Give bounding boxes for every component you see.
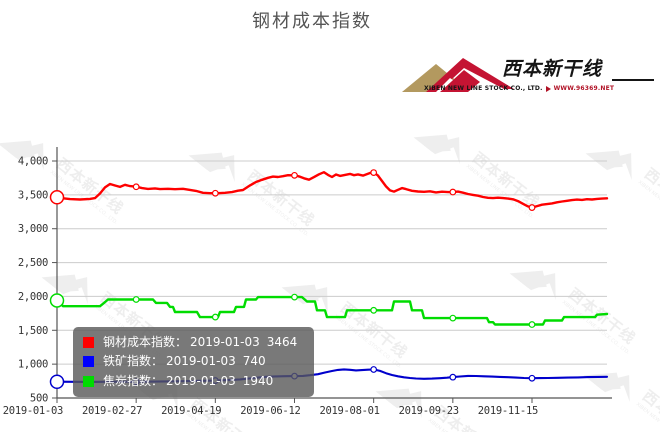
- x-axis-label: 2019-11-15: [478, 405, 538, 417]
- y-axis-label: 2,500: [18, 257, 48, 269]
- series-color-swatch: [83, 375, 94, 387]
- data-point-marker: [211, 313, 219, 321]
- data-point-marker: [370, 306, 378, 314]
- tooltip-value: 740: [242, 354, 266, 369]
- data-point-marker: [291, 171, 298, 179]
- logo-underline: [612, 79, 654, 81]
- series-color-swatch: [83, 356, 94, 368]
- series-line: [55, 170, 609, 209]
- highlighted-point-marker: [49, 190, 65, 205]
- x-axis-label: 2019-09-23: [399, 405, 459, 417]
- data-point-marker: [291, 293, 298, 301]
- logo-website: WWW.96369.NET: [553, 85, 615, 92]
- highlighted-point-marker: [49, 293, 65, 308]
- series-color-swatch: [83, 337, 94, 349]
- data-point-marker: [449, 188, 457, 196]
- tooltip-date: 2019-01-03: [166, 354, 236, 369]
- brand-logo: 西本新干线 XIBEN NEW LINE STOCK CO., LTD. WWW…: [400, 52, 658, 104]
- tooltip-date: 2019-01-03: [190, 335, 260, 350]
- tooltip-series-label: 焦炭指数：: [103, 373, 164, 388]
- logo-flag-icon: [545, 85, 551, 92]
- y-axis-label: 4,000: [18, 156, 48, 168]
- tooltip-series-label: 铁矿指数：: [103, 354, 164, 369]
- y-axis-label: 1,000: [18, 359, 48, 371]
- logo-name: 西本新干线: [502, 58, 603, 80]
- data-point-marker: [211, 189, 219, 197]
- x-axis-label: 2019-02-27: [82, 405, 142, 417]
- x-axis-label: 2019-01-03: [3, 405, 63, 417]
- tooltip-date: 2019-01-03: [166, 373, 236, 388]
- data-point-marker: [528, 204, 536, 211]
- x-axis-label: 2019-08-01: [319, 405, 379, 417]
- y-axis-label: 2,000: [18, 291, 48, 303]
- data-point-marker: [528, 374, 536, 382]
- x-axis-label: 2019-06-12: [240, 405, 300, 417]
- data-point-marker: [132, 183, 140, 191]
- data-point-marker: [528, 321, 536, 328]
- series-line: [55, 295, 609, 326]
- data-point-marker: [449, 373, 457, 381]
- tooltip: 钢材成本指数： 2019-01-03 3464 铁矿指数： 2019-01-03 740 焦…: [73, 327, 314, 397]
- y-axis-label: 3,000: [18, 223, 48, 235]
- page-title: 钢材成本指数: [252, 11, 372, 32]
- data-point-marker: [132, 296, 140, 303]
- x-axis-label: 2019-04-19: [161, 405, 221, 417]
- highlighted-point-marker: [49, 374, 65, 389]
- data-point-marker: [449, 314, 457, 322]
- tooltip-row: 铁矿指数： 2019-01-03 740: [83, 353, 304, 370]
- logo-mountains-icon: [402, 58, 514, 92]
- data-point-marker: [370, 366, 378, 373]
- tooltip-row: 焦炭指数： 2019-01-03 1940: [83, 373, 304, 390]
- tooltip-row: 钢材成本指数： 2019-01-03 3464: [83, 334, 304, 351]
- y-axis-label: 1,500: [18, 325, 48, 337]
- y-axis-label: 3,500: [18, 189, 48, 201]
- logo-company: XIBEN NEW LINE STOCK CO., LTD.: [424, 85, 543, 92]
- tooltip-series-label: 钢材成本指数：: [103, 335, 188, 350]
- tooltip-value: 1940: [242, 373, 274, 388]
- logo-caption: XIBEN NEW LINE STOCK CO., LTD. WWW.96369…: [424, 85, 614, 92]
- tooltip-value: 3464: [266, 335, 298, 350]
- data-point-marker: [370, 169, 378, 176]
- y-axis-label: 500: [30, 393, 48, 405]
